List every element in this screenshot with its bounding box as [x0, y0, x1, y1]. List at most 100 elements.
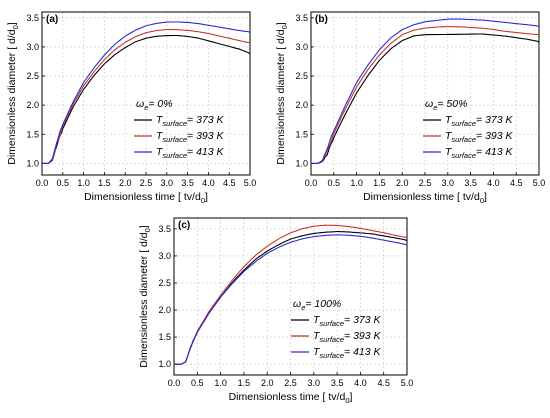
panel-label: (b) [315, 14, 328, 25]
y-tick-label: 1.0 [295, 158, 308, 168]
x-tick-label: 0.5 [191, 378, 204, 388]
legend-entry-373-part-1: surface [162, 119, 187, 128]
y-tick-label: 3.5 [26, 13, 39, 23]
x-tick-label: 0.0 [305, 178, 318, 188]
panel-label: (a) [46, 14, 58, 25]
legend-entry-373: Tsurface= 373 K [445, 114, 514, 128]
legend-condition-part-2: = 100% [305, 298, 341, 310]
series-line-393 [42, 28, 251, 164]
y-axis-label-part-0: Dimensionless diameter [ d/d [275, 29, 287, 165]
x-tick-label: 3.5 [181, 178, 194, 188]
x-axis-label-part-0: Dimensionless time [ tv/d [84, 191, 201, 203]
legend-entry-413-part-0: T [156, 146, 164, 158]
series-line-393 [311, 26, 540, 164]
legend-condition-part-0: ω [425, 98, 433, 110]
x-tick-label: 3.0 [308, 378, 321, 388]
x-tick-label: 1.5 [373, 178, 386, 188]
y-tick-label: 3.0 [295, 42, 308, 52]
legend-entry-413: Tsurface= 413 K [156, 146, 225, 160]
x-tick-label: 4.5 [223, 178, 236, 188]
legend-condition: ωe= 50% [425, 98, 467, 112]
legend-entry-413-part-1: surface [451, 151, 476, 160]
legend-entry-373-part-0: T [445, 114, 453, 126]
legend-condition-part-0: ω [293, 298, 301, 310]
legend-condition-part-1: e [433, 103, 437, 112]
legend-condition-part-1: e [144, 103, 148, 112]
legend-entry-373-part-0: T [156, 114, 164, 126]
x-axis-label-part-2: ] [484, 191, 487, 203]
legend-entry-393-part-0: T [313, 330, 321, 342]
legend-entry-413-part-0: T [313, 346, 321, 358]
y-axis-label: Dimensionless diameter [ d/d0] [275, 22, 289, 165]
y-tick-label: 2.5 [295, 71, 308, 81]
y-axis-label-part-0: Dimensionless diameter [ d/d [138, 232, 150, 368]
legend-entry-413-part-1: surface [319, 351, 344, 360]
legend-condition-part-0: ω [136, 98, 144, 110]
legend-condition-part-1: e [301, 303, 305, 312]
legend-entry-373-part-1: surface [319, 319, 344, 328]
y-tick-label: 3.0 [158, 251, 171, 261]
y-axis-label-part-2: ] [6, 22, 18, 25]
x-axis-label-part-1: 0 [201, 196, 205, 205]
legend-entry-393-part-1: surface [451, 135, 476, 144]
x-axis-label: Dimensionless time [ tv/d0] [229, 391, 353, 405]
x-tick-label: 3.0 [442, 178, 455, 188]
y-axis-label-part-2: ] [138, 225, 150, 228]
x-axis-label-part-0: Dimensionless time [ tv/d [229, 391, 346, 403]
y-axis-label-part-0: Dimensionless diameter [ d/d [6, 29, 18, 165]
legend-entry-373-part-1: surface [451, 119, 476, 128]
legend-condition: ωe= 100% [293, 298, 341, 312]
legend-entry-393-part-0: T [156, 130, 164, 142]
legend-entry-413-part-2: = 413 K [344, 346, 381, 358]
y-axis-label: Dimensionless diameter [ d/d0] [6, 22, 20, 165]
x-axis-label-part-2: ] [205, 191, 208, 203]
legend-entry-393: Tsurface= 393 K [156, 130, 225, 144]
x-tick-label: 3.5 [331, 378, 344, 388]
legend-entry-373-part-2: = 373 K [344, 314, 381, 326]
legend-entry-373: Tsurface= 373 K [313, 314, 382, 328]
legend-entry-413-part-2: = 413 K [187, 146, 224, 158]
x-tick-label: 2.0 [261, 378, 274, 388]
legend-entry-393-part-1: surface [319, 335, 344, 344]
x-tick-label: 1.0 [214, 378, 227, 388]
legend-entry-393-part-1: surface [162, 135, 187, 144]
y-tick-label: 3.5 [158, 224, 171, 234]
x-tick-label: 2.5 [284, 378, 297, 388]
y-axis-label-part-1: 0 [280, 25, 289, 29]
y-tick-label: 1.5 [295, 129, 308, 139]
x-tick-label: 2.5 [140, 178, 153, 188]
panel-a: 0.0 0.5 1.0 1.5 2.0 2.5 3.0 3.5 4.0 4.5 5.0 1.0 1.5 2… [6, 11, 256, 205]
x-tick-label: 2.5 [419, 178, 432, 188]
legend-entry-393: Tsurface= 393 K [313, 330, 382, 344]
x-tick-label: 2.0 [119, 178, 132, 188]
x-tick-label: 4.0 [354, 378, 367, 388]
y-tick-label: 2.5 [26, 71, 39, 81]
x-axis-label: Dimensionless time [ tv/d0] [84, 191, 208, 205]
x-tick-label: 4.5 [377, 378, 390, 388]
x-tick-label: 3.0 [161, 178, 174, 188]
x-tick-label: 1.0 [350, 178, 363, 188]
legend-condition: ωe= 0% [136, 98, 173, 112]
legend-entry-413-part-2: = 413 K [476, 146, 513, 158]
y-tick-label: 2.0 [158, 305, 171, 315]
y-axis-label-part-1: 0 [11, 25, 20, 29]
x-tick-label: 4.5 [510, 178, 523, 188]
x-axis-label-part-1: 0 [480, 196, 484, 205]
legend-entry-413: Tsurface= 413 K [313, 346, 382, 360]
y-axis-label: Dimensionless diameter [ d/d0] [138, 225, 152, 368]
legend-condition-part-2: = 50% [437, 98, 467, 110]
series-line-373 [311, 33, 540, 164]
x-tick-label: 0.5 [328, 178, 341, 188]
y-tick-label: 2.0 [295, 100, 308, 110]
x-tick-label: 1.0 [77, 178, 90, 188]
legend-entry-393-part-2: = 393 K [476, 130, 513, 142]
y-tick-label: 2.0 [26, 100, 39, 110]
legend-entry-393: Tsurface= 393 K [445, 130, 514, 144]
x-axis-label-part-0: Dimensionless time [ tv/d [363, 191, 480, 203]
legend-entry-393-part-2: = 393 K [187, 130, 224, 142]
y-tick-label: 3.5 [295, 13, 308, 23]
x-tick-label: 4.0 [202, 178, 215, 188]
y-tick-label: 1.0 [26, 158, 39, 168]
series-line-413 [311, 18, 540, 164]
y-axis-label-part-1: 0 [143, 228, 152, 232]
